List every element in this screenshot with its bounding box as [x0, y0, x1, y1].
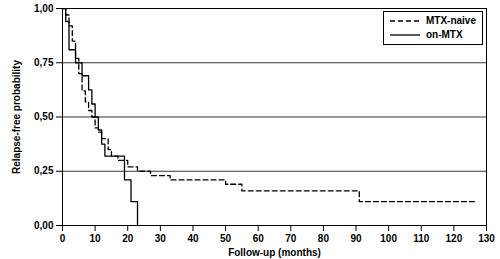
svg-text:130: 130	[478, 233, 495, 244]
svg-text:0,75: 0,75	[34, 57, 54, 68]
svg-text:20: 20	[122, 233, 134, 244]
svg-text:30: 30	[155, 233, 167, 244]
svg-text:80: 80	[318, 233, 330, 244]
svg-text:Relapse-free probability: Relapse-free probability	[11, 60, 22, 174]
svg-text:70: 70	[285, 233, 297, 244]
svg-text:1,00: 1,00	[34, 3, 54, 14]
svg-text:110: 110	[413, 233, 430, 244]
svg-text:50: 50	[220, 233, 232, 244]
svg-text:90: 90	[350, 233, 362, 244]
html-text:MTX-naive: MTX-naive	[426, 15, 476, 26]
svg-text:0,00: 0,00	[34, 220, 54, 231]
svg-text:10: 10	[90, 233, 102, 244]
svg-text:40: 40	[187, 233, 199, 244]
svg-text:100: 100	[380, 233, 397, 244]
svg-text:120: 120	[446, 233, 463, 244]
svg-text:Follow-up (months): Follow-up (months)	[228, 247, 321, 258]
svg-text:0: 0	[60, 233, 66, 244]
svg-text:60: 60	[253, 233, 265, 244]
html-text:on-MTX: on-MTX	[426, 29, 463, 40]
svg-text:0,50: 0,50	[34, 111, 54, 122]
svg-text:0,25: 0,25	[34, 165, 54, 176]
